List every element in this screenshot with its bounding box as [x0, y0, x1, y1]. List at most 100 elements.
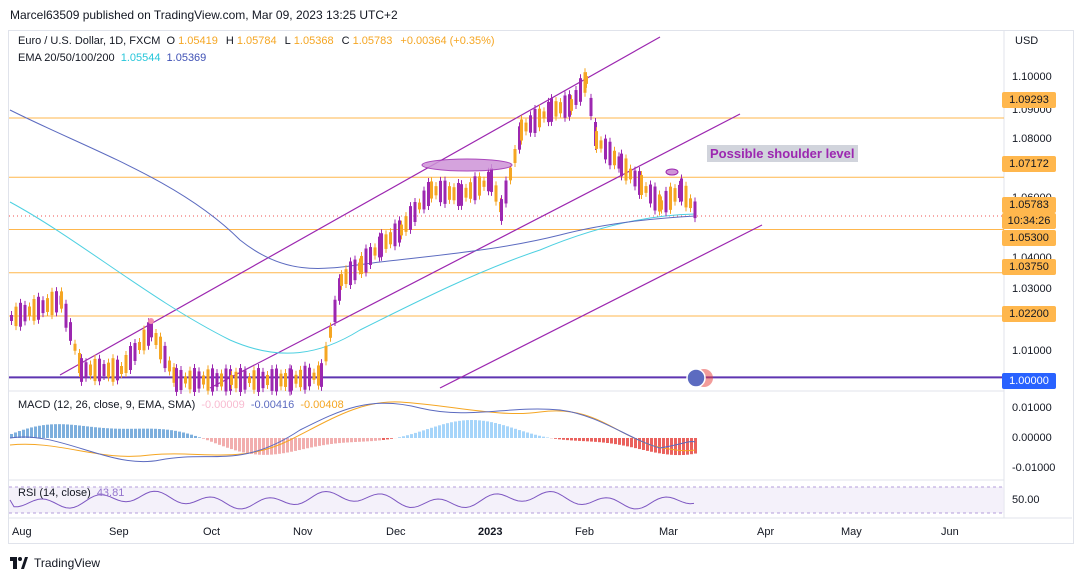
low-value: 1.05368 — [293, 35, 334, 47]
macd-histogram-bar — [162, 429, 165, 438]
macd-histogram-bar — [306, 438, 309, 449]
candle-body — [430, 181, 433, 199]
macd-histogram-bar — [298, 438, 301, 451]
macd-histogram-bar — [594, 438, 597, 442]
candle-body — [653, 186, 657, 211]
macd-histogram-bar — [430, 427, 433, 438]
macd-histogram-bar — [334, 438, 337, 444]
level-tag[interactable]: 1.05300 — [1002, 230, 1056, 246]
candle-body — [473, 176, 477, 201]
candle-body — [529, 115, 532, 133]
level-tag[interactable]: 1.02200 — [1002, 306, 1056, 322]
macd-histogram-bar — [114, 428, 117, 438]
macd-histogram-bar — [158, 428, 161, 438]
candle-body — [129, 346, 132, 370]
candle-body — [644, 186, 648, 193]
candle-body — [270, 369, 274, 391]
candle-body — [358, 262, 361, 271]
macd-histogram-bar — [410, 434, 413, 438]
macd-histogram-bar — [518, 430, 521, 438]
macd-histogram-bar — [278, 438, 281, 454]
candle-body — [64, 303, 68, 328]
candle-body — [538, 108, 541, 128]
candle-body — [220, 373, 223, 387]
macd-histogram-bar — [82, 425, 85, 438]
candle-body — [317, 365, 320, 386]
macd-histogram-bar — [418, 431, 421, 438]
macd-histogram-bar — [310, 438, 313, 448]
macd-histogram-bar — [562, 438, 565, 440]
macd-histogram-bar — [422, 430, 425, 438]
macd-histogram-bar — [522, 431, 525, 438]
macd-histogram-bar — [426, 429, 429, 438]
macd-histogram-bar — [126, 428, 129, 438]
last-price-tag[interactable]: 1.05783 — [1002, 197, 1056, 213]
ema-value-2: 1.05369 — [166, 52, 207, 64]
candle-body — [107, 362, 110, 378]
chart-frame[interactable] — [8, 30, 1074, 544]
candle-body — [624, 158, 628, 181]
macd-histogram-bar — [374, 438, 377, 441]
macd-histogram-bar — [654, 438, 657, 453]
candle-body — [464, 187, 468, 198]
macd-histogram-bar — [282, 438, 285, 454]
macd-histogram-bar — [142, 428, 145, 438]
candle-body — [116, 359, 119, 381]
macd-tick: -0.01000 — [1012, 462, 1056, 474]
level-tag[interactable]: 1.09293 — [1002, 92, 1056, 108]
candle-body — [329, 326, 332, 338]
open-value: 1.05419 — [178, 35, 218, 47]
ema-short-line — [9, 201, 696, 354]
macd-histogram-bar — [54, 424, 57, 438]
macd-histogram-bar — [78, 425, 81, 438]
candle-body — [443, 180, 447, 204]
candle-body — [658, 194, 661, 212]
candle-body — [172, 367, 176, 383]
macd-histogram-bar — [542, 436, 545, 438]
macd-histogram-bar — [118, 428, 121, 438]
us-flag-icon — [686, 368, 706, 388]
candle-body — [629, 168, 632, 180]
macd-histogram-bar — [502, 425, 505, 438]
macd-histogram-bar — [682, 438, 685, 455]
candle-body — [604, 138, 607, 160]
time-tick: Apr — [757, 526, 775, 538]
candle-body — [10, 315, 13, 321]
candle-body — [261, 371, 265, 389]
macd-histogram-bar — [246, 438, 249, 454]
macd-histogram-bar — [658, 438, 661, 454]
candle-body — [413, 202, 417, 222]
candle-body — [400, 224, 403, 236]
candle-body — [333, 299, 337, 323]
macd-histogram-bar — [526, 432, 529, 438]
candle-body — [98, 358, 101, 382]
level-tag[interactable]: 1.03750 — [1002, 259, 1056, 275]
candle-body — [550, 98, 553, 122]
candle-body — [69, 322, 72, 341]
candle-body — [60, 291, 63, 309]
candle-body — [384, 234, 388, 249]
macd-histogram-bar — [662, 438, 665, 454]
macd-histogram-bar — [154, 428, 157, 438]
candle-body — [554, 101, 558, 117]
candle-body — [633, 170, 637, 187]
candle-body — [427, 182, 430, 206]
candle-body — [147, 322, 150, 346]
candle-body — [680, 178, 683, 202]
candle-body — [520, 119, 523, 141]
shoulder-annotation[interactable]: Possible shoulder level — [707, 145, 858, 162]
close-label: C — [341, 35, 350, 47]
level-tag[interactable]: 1.07172 — [1002, 156, 1056, 172]
macd-histogram-bar — [574, 438, 577, 441]
candle-body — [28, 306, 31, 317]
macd-histogram-bar — [138, 428, 141, 438]
macd-histogram-bar — [470, 420, 473, 438]
macd-histogram-bar — [74, 425, 77, 438]
candle-body — [324, 345, 328, 362]
parity-tag[interactable]: 1.00000 — [1002, 373, 1056, 389]
candle-body — [457, 182, 460, 207]
candle-body — [469, 182, 472, 199]
candle-body — [19, 302, 22, 327]
macd-histogram-bar — [222, 438, 225, 447]
